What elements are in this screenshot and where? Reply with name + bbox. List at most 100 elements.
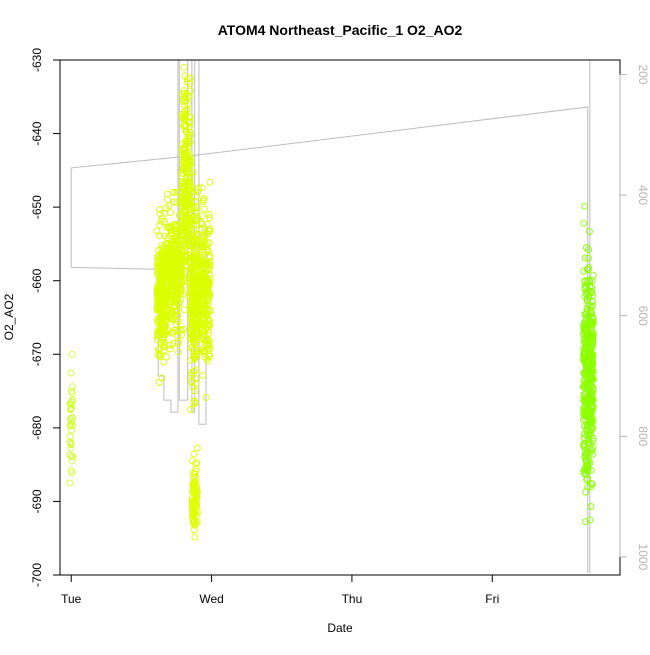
data-point [154, 299, 162, 307]
data-point [203, 340, 211, 348]
data-point [206, 307, 214, 315]
data-point [583, 383, 591, 391]
data-point [193, 444, 201, 452]
data-point [192, 498, 200, 506]
data-point [66, 479, 74, 487]
data-point [197, 319, 205, 327]
data-point [589, 271, 597, 279]
data-point [201, 251, 208, 259]
data-point [189, 168, 197, 176]
data-point [581, 202, 589, 210]
data-point [584, 403, 592, 411]
data-point [198, 184, 206, 192]
data-point [179, 182, 187, 190]
data-point [192, 380, 200, 387]
data-point [163, 353, 171, 361]
secondary-y-axis: 200 400 600 800 1000 [619, 64, 650, 571]
data-point [161, 327, 169, 335]
data-point [163, 234, 171, 242]
data-point [153, 227, 161, 235]
data-point [166, 312, 174, 319]
data-point [186, 158, 194, 166]
y-tick-label: -680 [30, 416, 44, 440]
data-point [580, 330, 588, 338]
data-point [182, 207, 190, 215]
data-point [580, 219, 588, 227]
data-point [174, 188, 182, 196]
data-point [584, 474, 592, 482]
data-point [170, 268, 178, 276]
data-point [204, 297, 212, 304]
data-point [180, 306, 188, 314]
data-point [166, 301, 174, 309]
data-point [168, 229, 176, 237]
data-point [69, 383, 76, 391]
data-point [193, 459, 201, 467]
data-point [171, 188, 179, 196]
data-point [586, 516, 594, 524]
data-point [194, 263, 202, 271]
data-point [586, 416, 594, 424]
data-point [204, 286, 212, 294]
data-point [165, 202, 173, 210]
data-point [202, 264, 210, 272]
x-tick-label: Wed [199, 592, 223, 606]
data-point [171, 249, 179, 257]
data-point [173, 316, 181, 324]
data-point [155, 296, 163, 304]
data-point [69, 422, 76, 430]
data-point [178, 110, 186, 118]
data-point [173, 242, 181, 250]
y-axis: -700 -690 -680 -670 -660 -650 -640 -630 [30, 48, 60, 587]
data-point [582, 357, 589, 365]
data-point [193, 347, 201, 354]
data-point [194, 188, 202, 196]
data-point [181, 161, 188, 169]
data-point [581, 326, 589, 334]
data-point [580, 442, 588, 450]
data-point [68, 453, 75, 461]
data-point [190, 346, 198, 354]
data-point [192, 460, 200, 468]
data-point [581, 285, 589, 293]
data-point [179, 98, 187, 105]
data-point [205, 340, 213, 348]
data-point [172, 308, 180, 316]
data-point [156, 232, 163, 240]
secondary-series-line [70, 60, 591, 573]
data-point [166, 345, 174, 353]
data-point [157, 217, 165, 225]
data-point [200, 347, 208, 355]
data-point [170, 303, 178, 311]
data-point [187, 334, 195, 342]
data-point [175, 348, 183, 356]
data-point [180, 179, 187, 187]
data-point [156, 279, 164, 287]
data-point [585, 378, 593, 386]
data-point [580, 408, 588, 416]
data-point [164, 196, 172, 204]
data-point [190, 526, 198, 534]
data-point [206, 344, 214, 352]
data-point [191, 387, 199, 395]
data-point [199, 327, 207, 334]
data-point [202, 394, 210, 401]
data-point [188, 500, 196, 508]
data-point [190, 512, 197, 520]
data-point [203, 220, 211, 228]
data-point [582, 310, 590, 318]
data-point [187, 227, 195, 235]
data-point [180, 248, 188, 256]
data-point [583, 450, 591, 457]
data-point [154, 287, 162, 295]
x-tick-label: Fri [485, 592, 499, 606]
data-point [182, 250, 190, 258]
y2-tick-label: 200 [636, 64, 650, 84]
data-point [197, 241, 205, 248]
data-point [587, 390, 595, 398]
data-point [189, 492, 197, 500]
data-point [201, 298, 209, 306]
data-point [580, 338, 588, 346]
data-point [588, 354, 596, 362]
y-tick-label: -700 [30, 563, 44, 587]
